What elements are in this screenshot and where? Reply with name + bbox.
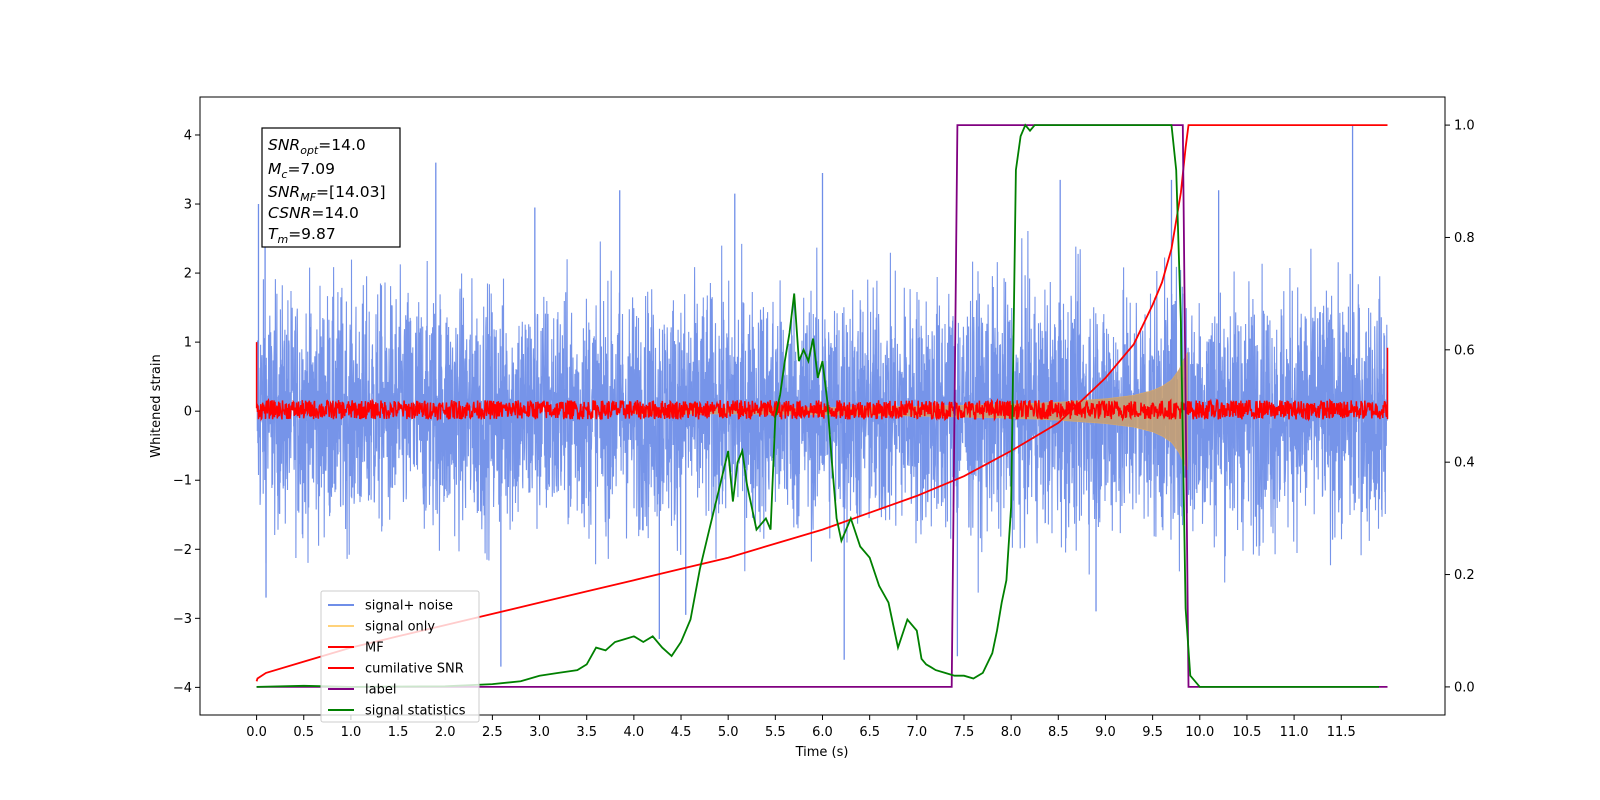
x-tick-label: 5.0 — [718, 725, 739, 740]
legend-entry: signal only — [365, 620, 435, 635]
y2-tick-label: 0.2 — [1454, 568, 1475, 583]
annotation-mc: Mc=7.09 — [268, 160, 335, 181]
series-signal-noise — [256, 230, 1389, 593]
x-tick-label: 4.0 — [624, 725, 645, 740]
x-tick-label: 9.0 — [1095, 725, 1116, 740]
x-axis: 0.0 0.5 1.0 1.5 2.0 2.5 3.0 3.5 4.0 4.5 5.0 5.5 6.0 6… — [246, 715, 1356, 740]
x-tick-label: 2.0 — [435, 725, 456, 740]
y2-tick-label: 0.4 — [1454, 456, 1475, 471]
legend-entry: MF — [365, 641, 384, 656]
y2-tick-label: 0.0 — [1454, 680, 1475, 695]
legend-entry: label — [365, 683, 396, 698]
legend-entry: cumilative SNR — [365, 662, 464, 677]
x-tick-label: 1.5 — [388, 725, 409, 740]
x-axis-label: Time (s) — [795, 745, 849, 760]
y2-tick-label: 0.6 — [1454, 343, 1475, 358]
x-tick-label: 10.5 — [1232, 725, 1261, 740]
legend: signal+ noise signal only MF cumilative SNR… — [320, 590, 480, 723]
x-tick-label: 8.5 — [1048, 725, 1069, 740]
y-tick-label: −1 — [173, 474, 192, 489]
x-tick-label: 0.0 — [246, 725, 267, 740]
x-tick-label: 9.5 — [1142, 725, 1163, 740]
y-axis-label: Whitened strain — [149, 354, 164, 457]
y-tick-label: 0 — [184, 405, 192, 420]
legend-entry: signal statistics — [365, 704, 466, 719]
y-tick-label: −4 — [173, 681, 192, 696]
x-tick-label: 7.0 — [906, 725, 927, 740]
x-tick-label: 6.0 — [812, 725, 833, 740]
y-axis-left: −4 −3 −2 −1 0 1 2 3 4 — [173, 128, 200, 696]
y2-tick-label: 0.8 — [1454, 231, 1475, 246]
x-tick-label: 7.5 — [954, 725, 975, 740]
y-tick-label: −2 — [173, 543, 192, 558]
annotation-csnr: CSNR=14.0 — [268, 204, 359, 222]
x-tick-label: 0.5 — [293, 725, 314, 740]
annotation-frame — [261, 127, 401, 248]
legend-entry: signal+ noise — [365, 599, 453, 614]
annotation-snr-mf: SNRMF=[14.03] — [268, 183, 386, 204]
y-axis-right: 0.0 0.2 0.4 0.6 0.8 1.0 — [1445, 119, 1475, 695]
x-tick-label: 11.0 — [1280, 725, 1309, 740]
x-tick-label: 5.5 — [765, 725, 786, 740]
annotation-tm: Tm=9.87 — [268, 225, 336, 246]
annotation-snr-opt: SNRopt=14.0 — [268, 136, 366, 157]
annotation-box: SNRopt=14.0 Mc=7.09 SNRMF=[14.03] CSNR=1… — [261, 127, 401, 248]
x-tick-label: 4.5 — [671, 725, 692, 740]
y-tick-label: 1 — [184, 336, 192, 351]
series-signal-statistics — [256, 123, 1379, 688]
x-tick-label: 8.0 — [1001, 725, 1022, 740]
y-tick-label: 4 — [184, 128, 192, 143]
x-tick-label: 2.5 — [482, 725, 503, 740]
x-tick-label: 10.0 — [1185, 725, 1214, 740]
x-tick-label: 6.5 — [859, 725, 880, 740]
y2-tick-label: 1.0 — [1454, 119, 1475, 134]
x-tick-label: 1.0 — [341, 725, 362, 740]
y-tick-label: 2 — [184, 267, 192, 282]
series-mf — [255, 342, 1389, 422]
x-tick-label: 3.0 — [529, 725, 550, 740]
x-tick-label: 3.5 — [576, 725, 597, 740]
x-tick-label: 11.5 — [1327, 725, 1356, 740]
legend-frame — [320, 590, 480, 723]
y-tick-label: −3 — [173, 612, 192, 627]
y-tick-label: 3 — [184, 198, 192, 213]
